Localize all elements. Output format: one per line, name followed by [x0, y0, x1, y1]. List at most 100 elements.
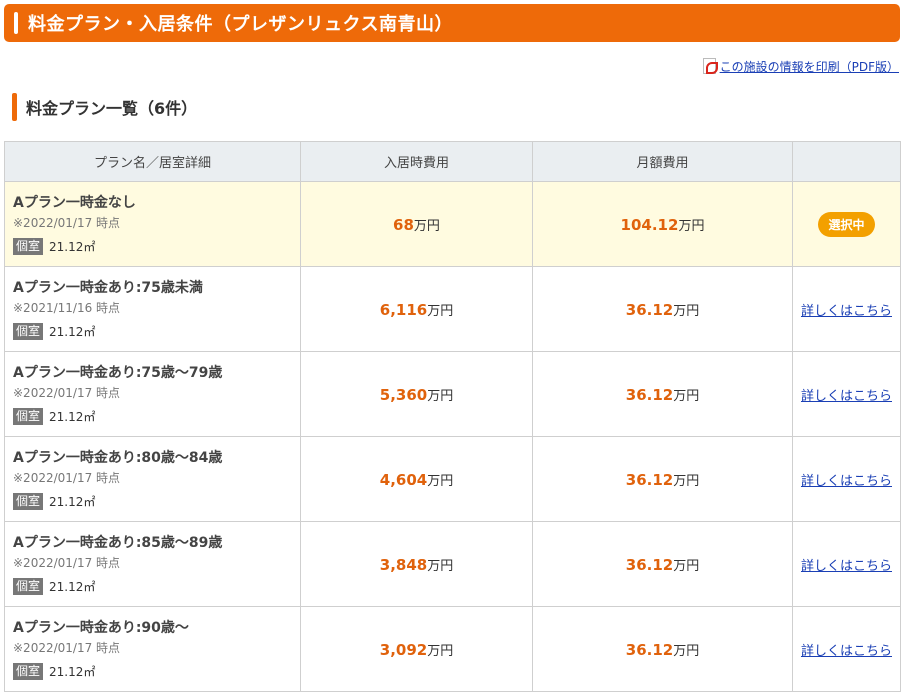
detail-link[interactable]: 詳しくはこちら — [800, 303, 892, 319]
room-type-badge: 個室 — [13, 238, 44, 255]
room-type-badge: 個室 — [13, 323, 44, 340]
move-in-cost: 3,092 — [379, 640, 428, 659]
print-pdf-link[interactable]: この施設の情報を印刷（PDF版） — [719, 59, 899, 74]
room-area: 21.12㎡ — [49, 580, 96, 594]
action-cell: 詳しくはこちら — [792, 436, 901, 522]
section-title: 料金プラン一覧（6件） — [26, 99, 198, 118]
monthly-unit: 万円 — [673, 303, 700, 319]
move-in-cost-cell: 3,092万円 — [300, 606, 533, 692]
move-in-cost: 4,604 — [379, 470, 428, 489]
move-in-cost: 68 — [393, 215, 414, 234]
header-plan-name: プラン名／居室詳細 — [4, 141, 301, 182]
move-in-unit: 万円 — [427, 303, 454, 319]
pdf-icon[interactable] — [702, 58, 718, 74]
table-row: Aプラン一時金あり:80歳〜84歳 ※2022/01/17 時点 個室 21.1… — [4, 436, 901, 522]
move-in-unit: 万円 — [427, 473, 454, 489]
action-cell: 選択中 — [792, 181, 901, 267]
monthly-cost-cell: 36.12万円 — [532, 351, 793, 437]
monthly-unit: 万円 — [673, 473, 700, 489]
move-in-cost: 6,116 — [379, 300, 428, 319]
monthly-cost: 36.12 — [625, 470, 674, 489]
move-in-cost-cell: 5,360万円 — [300, 351, 533, 437]
table-row: Aプラン一時金あり:85歳〜89歳 ※2022/01/17 時点 個室 21.1… — [4, 521, 901, 607]
plan-table: プラン名／居室詳細 入居時費用 月額費用 Aプラン一時金なし ※2022/01/… — [4, 141, 901, 692]
monthly-cost: 36.12 — [625, 640, 674, 659]
move-in-unit: 万円 — [427, 643, 454, 659]
selected-badge: 選択中 — [818, 211, 875, 237]
action-cell: 詳しくはこちら — [792, 606, 901, 692]
room-area: 21.12㎡ — [49, 665, 96, 679]
monthly-cost-cell: 36.12万円 — [532, 266, 793, 352]
plan-date: ※2021/11/16 時点 — [13, 301, 121, 315]
move-in-cost-cell: 3,848万円 — [300, 521, 533, 607]
room-info: 個室 21.12㎡ — [13, 493, 292, 510]
page-title-bar: 料金プラン・入居条件（プレザンリュクス南青山） — [4, 4, 900, 42]
section-accent — [12, 93, 17, 121]
monthly-cost: 36.12 — [625, 300, 674, 319]
monthly-cost-cell: 36.12万円 — [532, 436, 793, 522]
plan-date: ※2022/01/17 時点 — [13, 556, 121, 570]
plan-date: ※2022/01/17 時点 — [13, 471, 121, 485]
room-area: 21.12㎡ — [49, 410, 96, 424]
room-info: 個室 21.12㎡ — [13, 663, 292, 680]
move-in-cost: 5,360 — [379, 385, 428, 404]
detail-link[interactable]: 詳しくはこちら — [800, 558, 892, 574]
monthly-cost: 36.12 — [625, 555, 674, 574]
room-info: 個室 21.12㎡ — [13, 578, 292, 595]
plan-name: Aプラン一時金なし — [13, 195, 136, 211]
room-area: 21.12㎡ — [49, 495, 96, 509]
room-info: 個室 21.12㎡ — [13, 323, 292, 340]
section-heading: 料金プラン一覧（6件） — [12, 93, 198, 121]
detail-link[interactable]: 詳しくはこちら — [800, 643, 892, 659]
plan-cell: Aプラン一時金あり:85歳〜89歳 ※2022/01/17 時点 個室 21.1… — [4, 521, 301, 607]
move-in-unit: 万円 — [427, 388, 454, 404]
plan-date: ※2022/01/17 時点 — [13, 216, 121, 230]
plan-cell: Aプラン一時金あり:90歳〜 ※2022/01/17 時点 個室 21.12㎡ — [4, 606, 301, 692]
plan-name: Aプラン一時金あり:90歳〜 — [13, 620, 189, 636]
plan-name: Aプラン一時金あり:85歳〜89歳 — [13, 535, 223, 551]
page-title: 料金プラン・入居条件（プレザンリュクス南青山） — [28, 14, 453, 35]
monthly-cost-cell: 36.12万円 — [532, 606, 793, 692]
action-cell: 詳しくはこちら — [792, 266, 901, 352]
monthly-cost: 36.12 — [625, 385, 674, 404]
header-move-in-cost: 入居時費用 — [300, 141, 533, 182]
table-row: Aプラン一時金あり:75歳未満 ※2021/11/16 時点 個室 21.12㎡… — [4, 266, 901, 352]
move-in-cost: 3,848 — [379, 555, 428, 574]
room-type-badge: 個室 — [13, 408, 44, 425]
table-row: Aプラン一時金あり:90歳〜 ※2022/01/17 時点 個室 21.12㎡ … — [4, 606, 901, 692]
room-type-badge: 個室 — [13, 578, 44, 595]
plan-cell: Aプラン一時金なし ※2022/01/17 時点 個室 21.12㎡ — [4, 181, 301, 267]
action-cell: 詳しくはこちら — [792, 351, 901, 437]
monthly-cost: 104.12 — [620, 215, 679, 234]
title-accent — [14, 12, 18, 34]
table-row: Aプラン一時金なし ※2022/01/17 時点 個室 21.12㎡ 68万円 … — [4, 181, 901, 267]
room-info: 個室 21.12㎡ — [13, 408, 292, 425]
plan-cell: Aプラン一時金あり:75歳〜79歳 ※2022/01/17 時点 個室 21.1… — [4, 351, 301, 437]
print-pdf[interactable]: この施設の情報を印刷（PDF版） — [702, 57, 899, 75]
table-row: Aプラン一時金あり:75歳〜79歳 ※2022/01/17 時点 個室 21.1… — [4, 351, 901, 437]
plan-date: ※2022/01/17 時点 — [13, 386, 121, 400]
table-header-row: プラン名／居室詳細 入居時費用 月額費用 — [4, 141, 901, 182]
monthly-unit: 万円 — [673, 388, 700, 404]
move-in-unit: 万円 — [413, 218, 440, 234]
room-info: 個室 21.12㎡ — [13, 238, 292, 255]
move-in-cost-cell: 68万円 — [300, 181, 533, 267]
monthly-unit: 万円 — [678, 218, 705, 234]
move-in-unit: 万円 — [427, 558, 454, 574]
plan-name: Aプラン一時金あり:75歳未満 — [13, 280, 203, 296]
monthly-cost-cell: 104.12万円 — [532, 181, 793, 267]
room-type-badge: 個室 — [13, 663, 44, 680]
plan-cell: Aプラン一時金あり:80歳〜84歳 ※2022/01/17 時点 個室 21.1… — [4, 436, 301, 522]
plan-name: Aプラン一時金あり:75歳〜79歳 — [13, 365, 223, 381]
action-cell: 詳しくはこちら — [792, 521, 901, 607]
header-action — [792, 141, 901, 182]
detail-link[interactable]: 詳しくはこちら — [800, 388, 892, 404]
plan-name: Aプラン一時金あり:80歳〜84歳 — [13, 450, 223, 466]
move-in-cost-cell: 4,604万円 — [300, 436, 533, 522]
move-in-cost-cell: 6,116万円 — [300, 266, 533, 352]
room-area: 21.12㎡ — [49, 240, 96, 254]
room-type-badge: 個室 — [13, 493, 44, 510]
header-monthly-cost: 月額費用 — [532, 141, 793, 182]
plan-cell: Aプラン一時金あり:75歳未満 ※2021/11/16 時点 個室 21.12㎡ — [4, 266, 301, 352]
detail-link[interactable]: 詳しくはこちら — [800, 473, 892, 489]
